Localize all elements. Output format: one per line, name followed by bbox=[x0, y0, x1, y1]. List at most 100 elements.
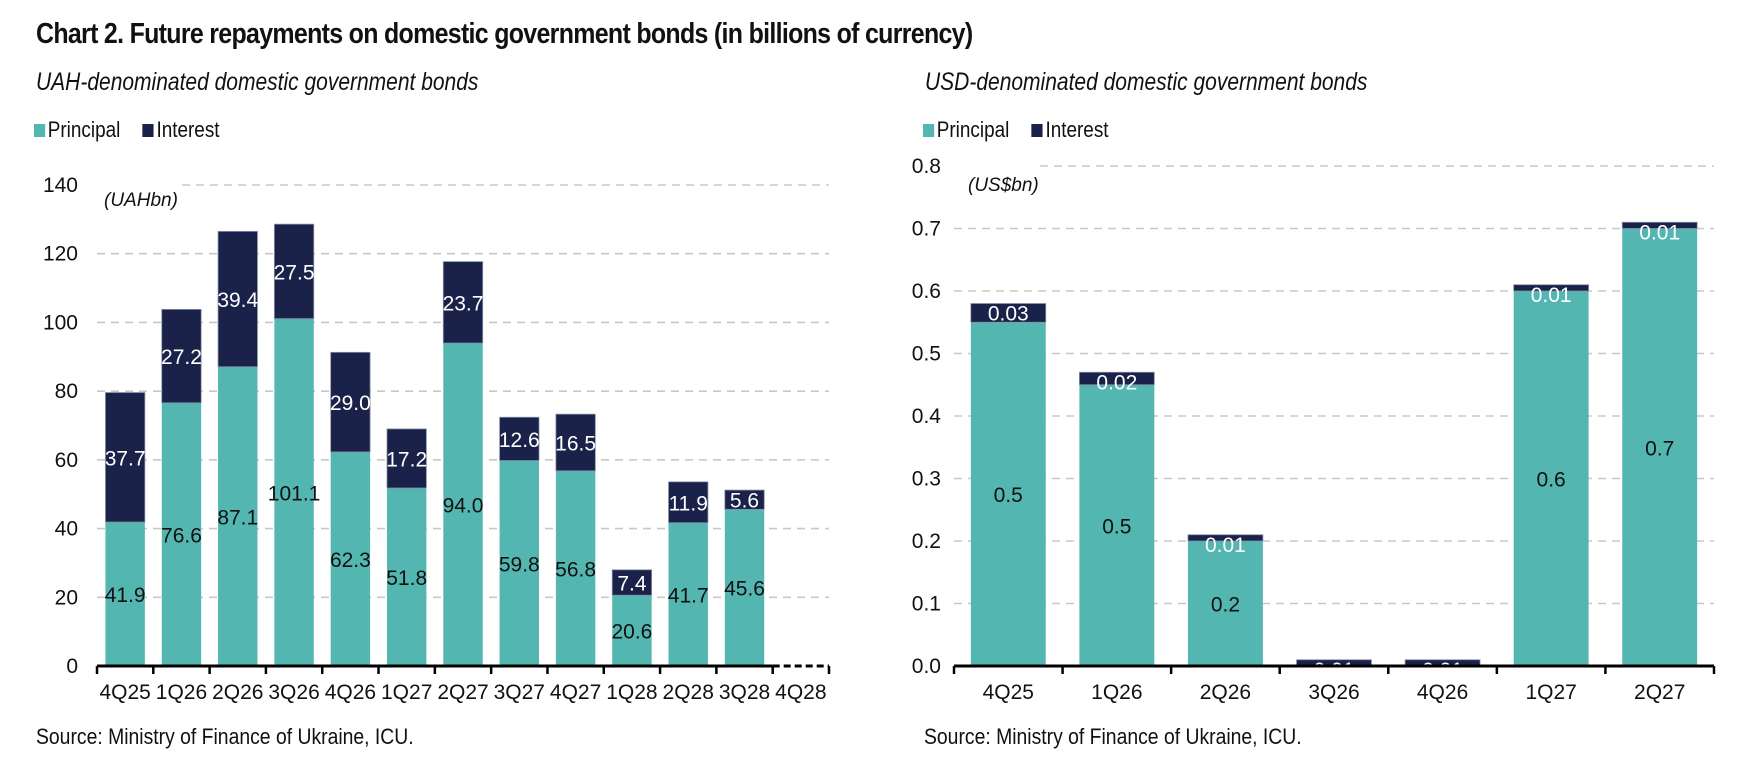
usd-data-label-principal: 0.5 bbox=[1102, 515, 1131, 538]
usd-data-label-interest: 0.01 bbox=[1422, 659, 1463, 682]
uah-y-tick-label: 140 bbox=[43, 174, 78, 197]
uah-data-label-principal: 59.8 bbox=[499, 553, 540, 576]
usd-x-tick-label: 1Q26 bbox=[1091, 681, 1142, 704]
usd-data-label-interest: 0.02 bbox=[1096, 371, 1137, 394]
uah-bar-interest bbox=[724, 489, 765, 510]
legend-label: Interest bbox=[156, 117, 220, 142]
usd-x-tick-label: 1Q27 bbox=[1525, 681, 1576, 704]
uah-data-label-interest: 23.7 bbox=[443, 292, 484, 315]
uah-bar-principal bbox=[218, 366, 258, 666]
usd-y-tick-label: 0.5 bbox=[912, 343, 941, 366]
legend-item-interest: Interest bbox=[1031, 117, 1109, 143]
usd-data-label-principal: 0.7 bbox=[1645, 437, 1674, 460]
usd-bar-principal bbox=[1622, 228, 1698, 666]
uah-data-label-interest: 7.4 bbox=[617, 573, 647, 596]
uah-y-tick-label: 80 bbox=[55, 380, 78, 403]
uah-data-label-principal: 41.9 bbox=[105, 584, 146, 607]
uah-data-label-interest: 27.5 bbox=[274, 261, 315, 284]
uah-data-label-principal: 45.6 bbox=[724, 578, 765, 601]
uah-bar-principal bbox=[161, 402, 202, 666]
uah-data-label-principal: 41.7 bbox=[668, 584, 709, 607]
legend-label: Principal bbox=[47, 117, 121, 142]
uah-bar-interest bbox=[611, 569, 653, 596]
uah-y-tick-label: 100 bbox=[43, 311, 78, 334]
uah-bar-interest bbox=[217, 230, 258, 368]
usd-bar-interest bbox=[1621, 221, 1698, 229]
uah-bar-interest bbox=[668, 481, 709, 524]
uah-bar-principal bbox=[443, 343, 483, 666]
uah-data-label-interest: 12.6 bbox=[499, 429, 540, 452]
uah-y-tick-label: 0 bbox=[66, 655, 78, 678]
principal-swatch-icon bbox=[34, 123, 46, 137]
usd-x-tick-label: 2Q26 bbox=[1200, 681, 1251, 704]
uah-x-tick-label: 3Q28 bbox=[719, 681, 770, 704]
uah-data-label-principal: 87.1 bbox=[217, 506, 258, 529]
usd-bar-interest bbox=[1187, 534, 1264, 542]
usd-bar-principal bbox=[1187, 541, 1263, 666]
usd-y-tick-label: 0.4 bbox=[912, 405, 942, 428]
uah-data-label-principal: 94.0 bbox=[443, 495, 484, 518]
uah-bar-interest bbox=[105, 392, 146, 523]
legend-item-principal: Principal bbox=[34, 117, 120, 143]
usd-y-tick-label: 0.8 bbox=[912, 155, 941, 178]
uah-data-label-principal: 56.8 bbox=[555, 558, 596, 581]
uah-bar-principal bbox=[555, 470, 596, 666]
uah-y-tick-label: 20 bbox=[55, 586, 78, 609]
usd-y-tick-label: 0.2 bbox=[912, 530, 941, 553]
uah-bar-principal bbox=[612, 595, 652, 666]
uah-bar-principal bbox=[330, 451, 371, 666]
uah-x-tick-label: 3Q27 bbox=[494, 681, 545, 704]
uah-bar-interest bbox=[499, 416, 540, 461]
usd-bar-interest bbox=[1513, 284, 1589, 292]
usd-x-tick-label: 2Q27 bbox=[1634, 681, 1685, 704]
usd-x-tick-label: 4Q25 bbox=[983, 681, 1034, 704]
uah-data-label-interest: 11.9 bbox=[669, 492, 708, 515]
right-chart-subtitle: USD-denominated domestic government bond… bbox=[925, 68, 1368, 96]
uah-data-label-principal: 101.1 bbox=[268, 482, 321, 505]
usd-unit-label: (US$bn) bbox=[968, 175, 1039, 196]
uah-x-tick-label: 2Q27 bbox=[437, 681, 488, 704]
uah-bar-interest bbox=[386, 428, 427, 489]
uah-data-label-principal: 51.8 bbox=[386, 567, 427, 590]
usd-data-label-interest: 0.01 bbox=[1531, 284, 1572, 307]
left-source-note: Source: Ministry of Finance of Ukraine, … bbox=[36, 724, 414, 749]
uah-x-tick-label: 4Q25 bbox=[99, 681, 150, 704]
uah-bar-principal bbox=[668, 522, 708, 666]
uah-data-label-interest: 29.0 bbox=[330, 392, 371, 415]
uah-x-tick-label: 4Q27 bbox=[550, 681, 601, 704]
principal-swatch-icon bbox=[923, 123, 935, 137]
uah-bar-interest bbox=[442, 261, 484, 344]
usd-y-tick-label: 0.3 bbox=[912, 468, 941, 491]
legend-item-principal: Principal bbox=[923, 117, 1009, 143]
right-source-note: Source: Ministry of Finance of Ukraine, … bbox=[924, 724, 1302, 749]
uah-bar-principal bbox=[386, 488, 427, 666]
uah-x-tick-label: 1Q28 bbox=[606, 681, 657, 704]
uah-y-tick-label: 60 bbox=[55, 449, 78, 472]
usd-y-tick-label: 0.0 bbox=[912, 655, 941, 678]
uah-x-tick-label: 1Q26 bbox=[156, 681, 207, 704]
chart-title: Chart 2. Future repayments on domestic g… bbox=[36, 18, 973, 50]
usd-data-label-principal: 0.2 bbox=[1211, 594, 1240, 617]
uah-bar-principal bbox=[724, 509, 765, 666]
uah-x-tick-label: 2Q26 bbox=[212, 681, 263, 704]
right-legend: Principal Interest bbox=[923, 117, 1131, 143]
uah-x-tick-label: 1Q27 bbox=[381, 681, 432, 704]
interest-swatch-icon bbox=[1031, 123, 1043, 137]
usd-data-label-interest: 0.03 bbox=[988, 303, 1029, 326]
left-legend: Principal Interest bbox=[34, 117, 242, 143]
usd-data-label-principal: 0.5 bbox=[994, 484, 1023, 507]
legend-label: Interest bbox=[1045, 117, 1109, 142]
usd-y-tick-label: 0.7 bbox=[912, 218, 941, 241]
legend-label: Principal bbox=[936, 117, 1010, 142]
uah-y-tick-label: 40 bbox=[55, 518, 78, 541]
uah-data-label-interest: 27.2 bbox=[161, 346, 202, 369]
usd-x-tick-label: 4Q26 bbox=[1417, 681, 1468, 704]
uah-data-label-interest: 39.4 bbox=[217, 289, 258, 312]
uah-bar-interest bbox=[161, 308, 202, 404]
uah-bar-interest bbox=[273, 223, 315, 320]
uah-bar-principal bbox=[105, 522, 145, 666]
legend-item-interest: Interest bbox=[142, 117, 220, 143]
uah-data-label-interest: 16.5 bbox=[555, 433, 596, 456]
usd-x-tick-label: 3Q26 bbox=[1308, 681, 1359, 704]
